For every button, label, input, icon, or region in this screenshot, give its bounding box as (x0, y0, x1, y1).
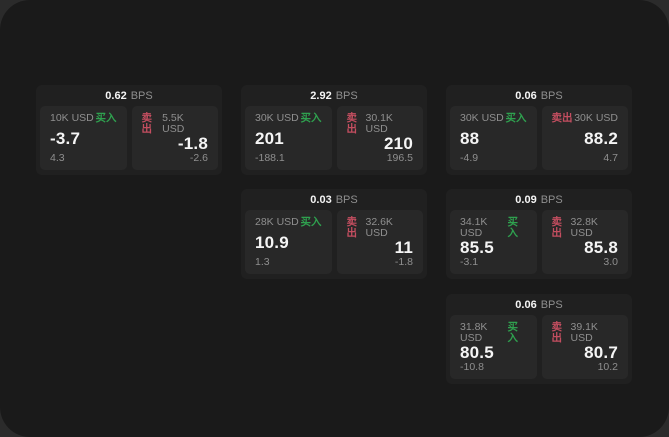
quote-card: 0.06 BPS 31.8K USD 买入 80.5 -10.8 卖出 39.1… (446, 294, 632, 384)
buy-quote-button[interactable]: 30K USD 买入 201 -188.1 (245, 106, 332, 170)
sell-quote-button[interactable]: 卖出 30K USD 88.2 4.7 (541, 106, 628, 170)
buy-amount: 28K USD (255, 216, 299, 228)
sell-quote-button[interactable]: 卖出 32.8K USD 85.8 3.0 (541, 210, 628, 274)
buy-amount: 30K USD (255, 112, 299, 124)
sell-price: 85.8 (584, 237, 618, 257)
buy-delta: -188.1 (255, 151, 285, 164)
bps-value: 0.09 (515, 193, 537, 206)
buy-price: 201 (255, 128, 284, 148)
card-header: 0.06 BPS (450, 85, 628, 106)
buy-amount: 10K USD (50, 112, 94, 124)
sell-delta: 196.5 (386, 151, 413, 164)
quote-sides: 34.1K USD 买入 85.5 -3.1 卖出 32.8K USD 85.8… (450, 210, 628, 274)
sell-amount: 30K USD (574, 112, 618, 124)
sell-price: 11 (394, 237, 413, 257)
quote-card: 0.09 BPS 34.1K USD 买入 85.5 -3.1 卖出 32.8K… (446, 189, 632, 279)
card-header: 0.03 BPS (245, 189, 423, 210)
card-header: 2.92 BPS (245, 85, 423, 106)
bps-value: 0.03 (310, 193, 332, 206)
buy-quote-button[interactable]: 31.8K USD 买入 80.5 -10.8 (450, 315, 537, 379)
buy-amount: 31.8K USD (460, 321, 488, 344)
quote-sides: 10K USD 买入 -3.7 4.3 卖出 5.5K USD -1.8 -2.… (40, 106, 218, 170)
card-header: 0.62 BPS (40, 85, 218, 106)
quote-card: 0.62 BPS 10K USD 买入 -3.7 4.3 卖出 5.5K USD… (36, 85, 222, 175)
quote-sides: 30K USD 买入 201 -188.1 卖出 30.1K USD 210 1… (245, 106, 423, 170)
sell-quote-button[interactable]: 卖出 39.1K USD 80.7 10.2 (541, 315, 628, 379)
sell-amount: 32.6K USD (365, 216, 393, 239)
buy-side-label: 买入 (300, 112, 322, 124)
sell-side-label: 卖出 (346, 112, 358, 135)
sell-amount: 5.5K USD (162, 112, 185, 135)
buy-price: 88 (460, 128, 480, 148)
quote-sides: 28K USD 买入 10.9 1.3 卖出 32.6K USD 11 -1.8 (245, 210, 423, 274)
buy-price: -3.7 (50, 128, 81, 148)
buy-side-label: 买入 (95, 112, 117, 124)
sell-quote-button[interactable]: 卖出 5.5K USD -1.8 -2.6 (131, 106, 218, 170)
bps-unit-label: BPS (540, 89, 563, 102)
sell-side-label: 卖出 (551, 112, 573, 124)
bps-unit-label: BPS (335, 193, 358, 206)
sell-delta: 10.2 (597, 360, 618, 373)
buy-amount: 34.1K USD (460, 216, 488, 239)
sell-delta: -2.6 (189, 151, 208, 164)
sell-quote-button[interactable]: 卖出 30.1K USD 210 196.5 (336, 106, 423, 170)
quote-sides: 31.8K USD 买入 80.5 -10.8 卖出 39.1K USD 80.… (450, 315, 628, 379)
sell-delta: 3.0 (603, 255, 618, 268)
sell-side-label: 卖出 (141, 112, 153, 135)
buy-delta: -10.8 (460, 360, 484, 373)
sell-price: 210 (384, 133, 413, 153)
buy-side-label: 买入 (507, 321, 519, 344)
buy-price: 85.5 (460, 237, 494, 257)
bps-unit-label: BPS (335, 89, 358, 102)
bps-value: 0.06 (515, 89, 537, 102)
sell-delta: 4.7 (603, 151, 618, 164)
buy-quote-button[interactable]: 10K USD 买入 -3.7 4.3 (40, 106, 127, 170)
quote-card: 2.92 BPS 30K USD 买入 201 -188.1 卖出 30.1K … (241, 85, 427, 175)
sell-side-label: 卖出 (551, 321, 563, 344)
quote-sides: 30K USD 买入 88 -4.9 卖出 30K USD 88.2 4.7 (450, 106, 628, 170)
buy-side-label: 买入 (300, 216, 322, 228)
buy-quote-button[interactable]: 30K USD 买入 88 -4.9 (450, 106, 537, 170)
sell-side-label: 卖出 (346, 216, 358, 239)
buy-amount: 30K USD (460, 112, 504, 124)
bps-value: 0.06 (515, 298, 537, 311)
buy-delta: -3.1 (460, 255, 479, 268)
sell-delta: -1.8 (394, 255, 413, 268)
sell-price: -1.8 (177, 133, 208, 153)
quote-card: 0.06 BPS 30K USD 买入 88 -4.9 卖出 30K USD 8… (446, 85, 632, 175)
buy-delta: 4.3 (50, 151, 65, 164)
buy-side-label: 买入 (505, 112, 527, 124)
sell-amount: 39.1K USD (570, 321, 598, 344)
sell-amount: 32.8K USD (570, 216, 598, 239)
buy-side-label: 买入 (507, 216, 519, 239)
sell-side-label: 卖出 (551, 216, 563, 239)
sell-price: 88.2 (584, 128, 618, 148)
bps-value: 2.92 (310, 89, 332, 102)
quote-card: 0.03 BPS 28K USD 买入 10.9 1.3 卖出 32.6K US… (241, 189, 427, 279)
buy-price: 80.5 (460, 342, 494, 362)
sell-price: 80.7 (584, 342, 618, 362)
buy-quote-button[interactable]: 28K USD 买入 10.9 1.3 (245, 210, 332, 274)
card-header: 0.06 BPS (450, 294, 628, 315)
buy-delta: -4.9 (460, 151, 479, 164)
sell-amount: 30.1K USD (365, 112, 393, 135)
bps-value: 0.62 (105, 89, 127, 102)
card-header: 0.09 BPS (450, 189, 628, 210)
bps-unit-label: BPS (540, 193, 563, 206)
buy-quote-button[interactable]: 34.1K USD 买入 85.5 -3.1 (450, 210, 537, 274)
buy-delta: 1.3 (255, 255, 270, 268)
buy-price: 10.9 (255, 232, 289, 252)
bps-unit-label: BPS (540, 298, 563, 311)
bps-unit-label: BPS (130, 89, 153, 102)
sell-quote-button[interactable]: 卖出 32.6K USD 11 -1.8 (336, 210, 423, 274)
